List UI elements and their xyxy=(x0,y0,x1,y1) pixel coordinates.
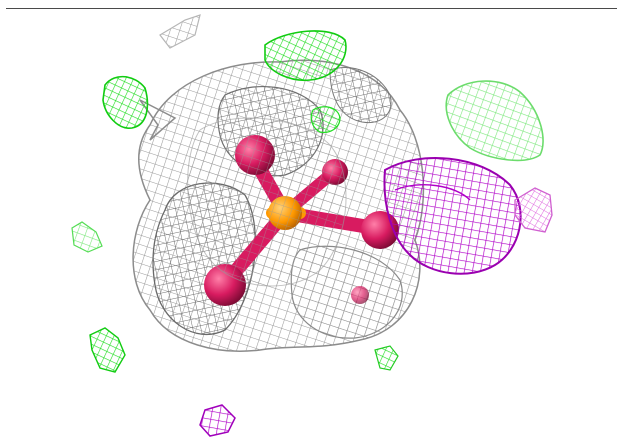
magenta-density-mesh xyxy=(199,157,522,437)
grey-density-overlay xyxy=(187,117,347,287)
oxygen-atom xyxy=(351,286,369,304)
light-green-density-mesh xyxy=(445,80,544,162)
green-density-mesh xyxy=(71,30,399,373)
pink-density-mesh xyxy=(514,187,553,233)
frame-top-border xyxy=(6,8,617,9)
